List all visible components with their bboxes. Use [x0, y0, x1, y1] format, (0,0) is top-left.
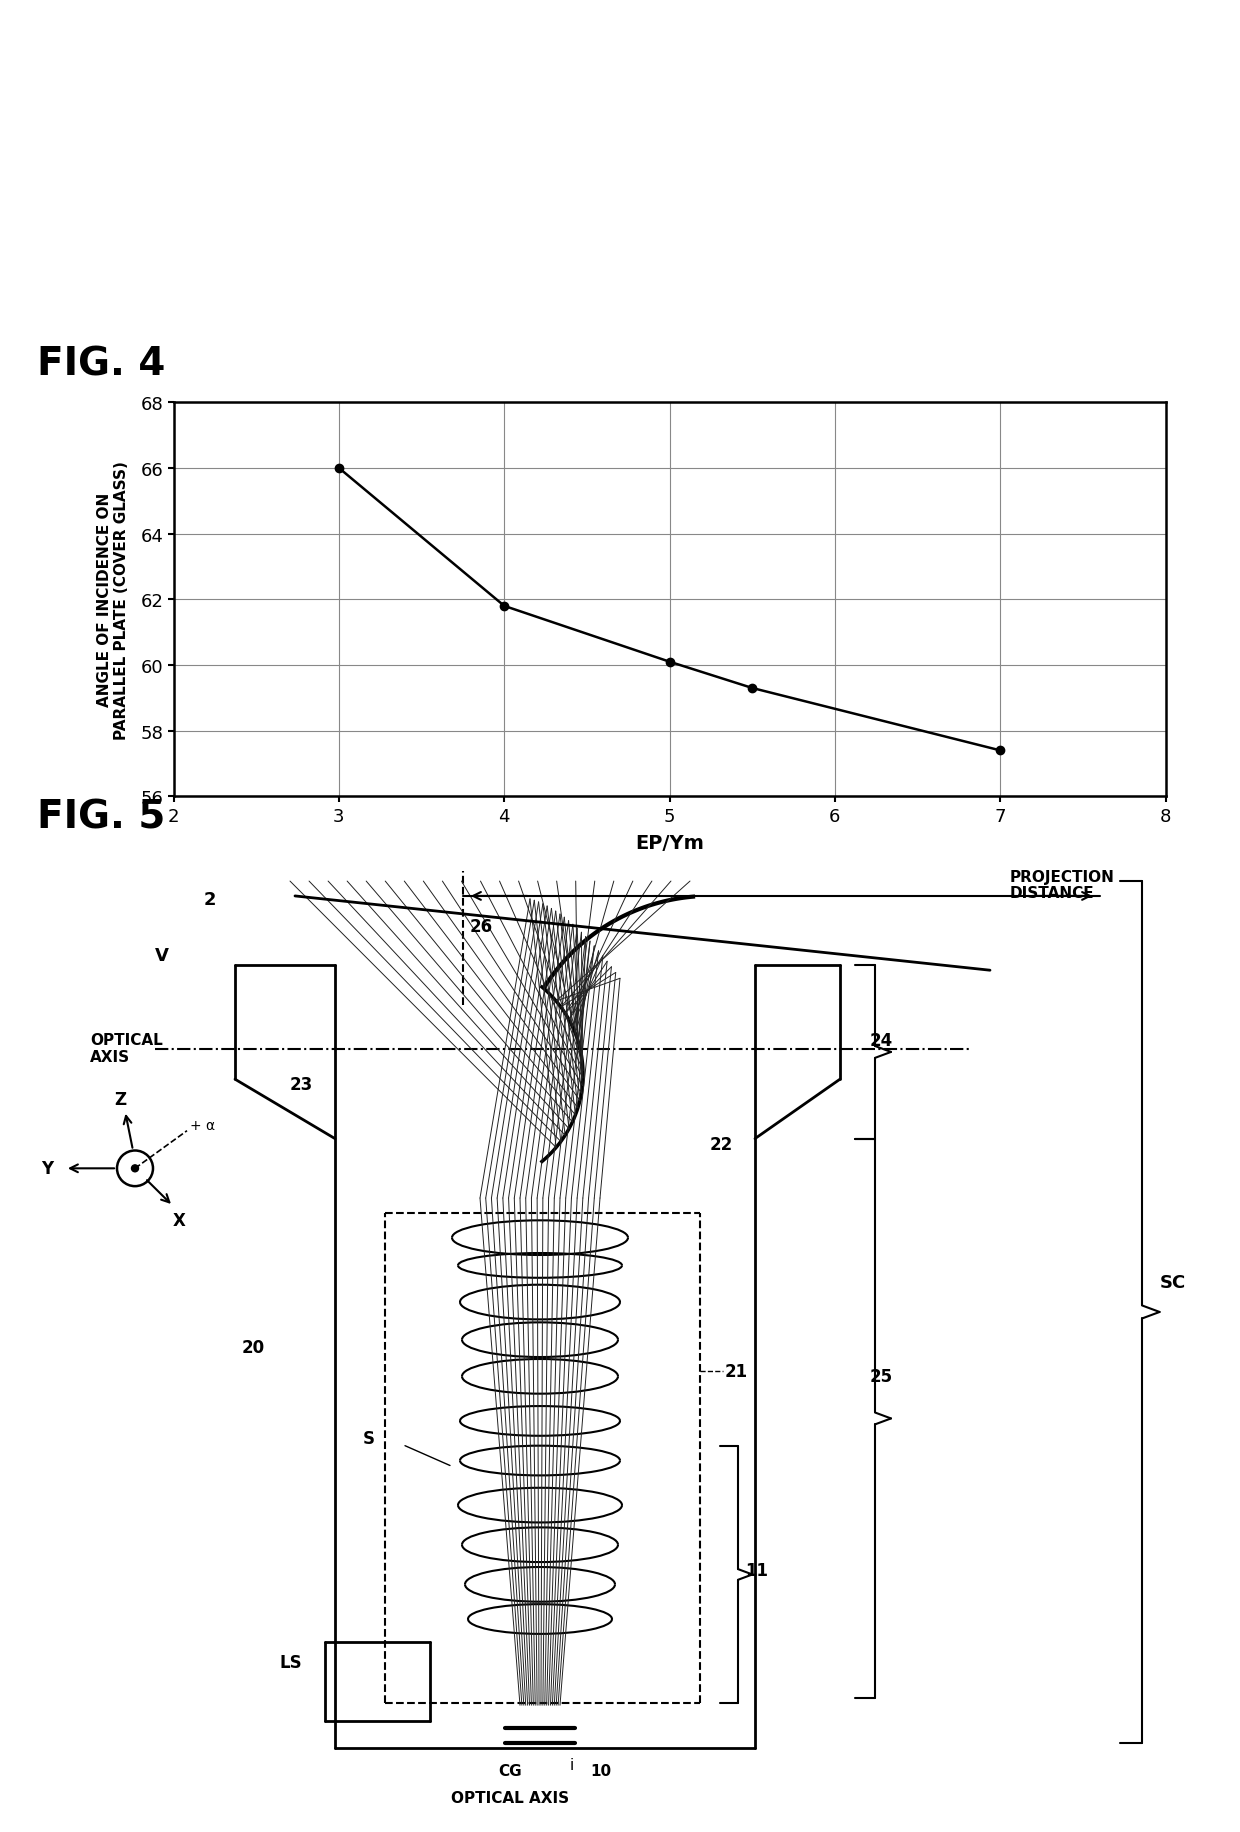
Text: i: i [570, 1757, 574, 1772]
Text: 25: 25 [870, 1369, 893, 1385]
Text: + α: + α [190, 1118, 215, 1132]
Text: 11: 11 [745, 1561, 768, 1579]
Text: 24: 24 [870, 1031, 893, 1050]
Text: Z: Z [114, 1090, 126, 1108]
Text: OPTICAL: OPTICAL [91, 1033, 162, 1048]
Text: OPTICAL AXIS: OPTICAL AXIS [451, 1790, 569, 1805]
Text: AXIS: AXIS [91, 1050, 130, 1064]
Text: S: S [363, 1429, 374, 1447]
Text: DISTANCE: DISTANCE [1011, 887, 1095, 901]
Text: PROJECTION: PROJECTION [1011, 868, 1115, 885]
Text: X: X [172, 1211, 186, 1229]
Text: FIG. 5: FIG. 5 [37, 799, 166, 835]
Text: 10: 10 [590, 1762, 611, 1779]
Text: LS: LS [279, 1652, 303, 1671]
Text: V: V [155, 947, 169, 965]
Text: 23: 23 [290, 1075, 314, 1094]
Text: Y: Y [41, 1160, 53, 1178]
Text: CG: CG [498, 1762, 522, 1779]
Text: 26: 26 [470, 918, 494, 934]
Text: 20: 20 [242, 1337, 265, 1356]
Text: SC: SC [1159, 1273, 1187, 1292]
X-axis label: EP/Ym: EP/Ym [635, 834, 704, 852]
Text: 21: 21 [725, 1363, 748, 1381]
Text: FIG. 4: FIG. 4 [37, 346, 166, 383]
Circle shape [131, 1165, 139, 1172]
Text: 2: 2 [203, 890, 216, 909]
Y-axis label: ANGLE OF INCIDENCE ON
PARALLEL PLATE (COVER GLASS): ANGLE OF INCIDENCE ON PARALLEL PLATE (CO… [97, 460, 129, 740]
Text: 22: 22 [711, 1136, 733, 1152]
